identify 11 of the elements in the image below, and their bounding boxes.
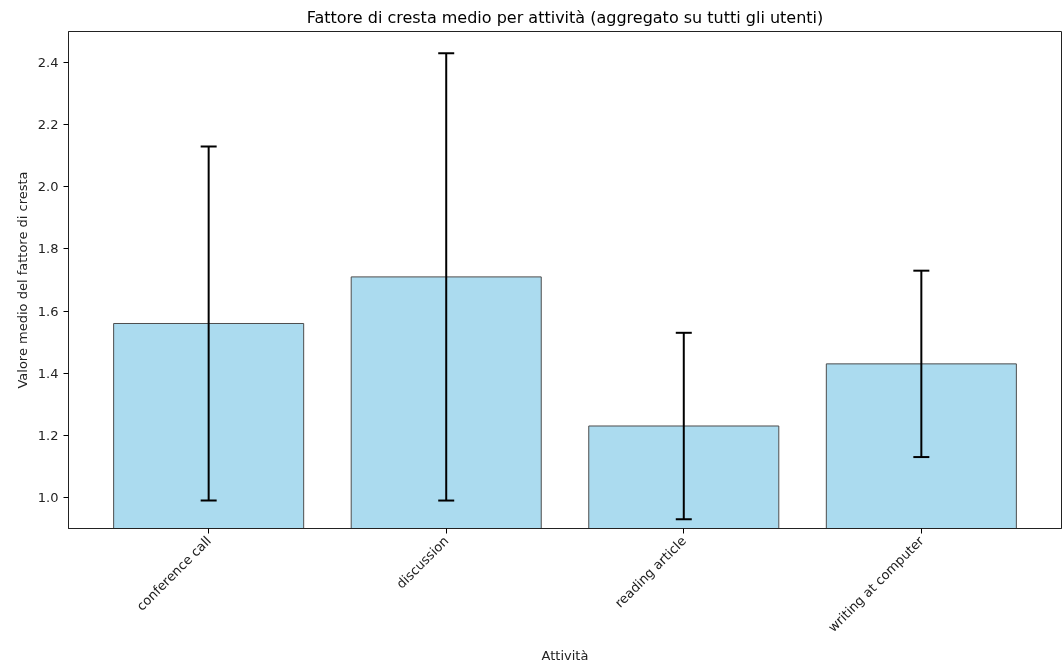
y-axis-title: Valore medio del fattore di cresta — [14, 171, 30, 389]
y-tick-label: 1.4 — [37, 365, 59, 381]
x-axis-title: Attività — [541, 648, 589, 664]
chart-title: Fattore di cresta medio per attività (aggregato su tutti gli utenti) — [306, 7, 824, 27]
y-tick-label: 2.2 — [37, 117, 59, 133]
y-tick-label: 1.8 — [37, 241, 59, 257]
y-tick-label: 1.6 — [37, 303, 59, 319]
y-tick-label: 2.0 — [37, 179, 59, 195]
y-tick-label: 1.2 — [37, 427, 59, 443]
y-tick-label: 1.0 — [37, 489, 59, 505]
y-tick-label: 2.4 — [37, 55, 59, 71]
